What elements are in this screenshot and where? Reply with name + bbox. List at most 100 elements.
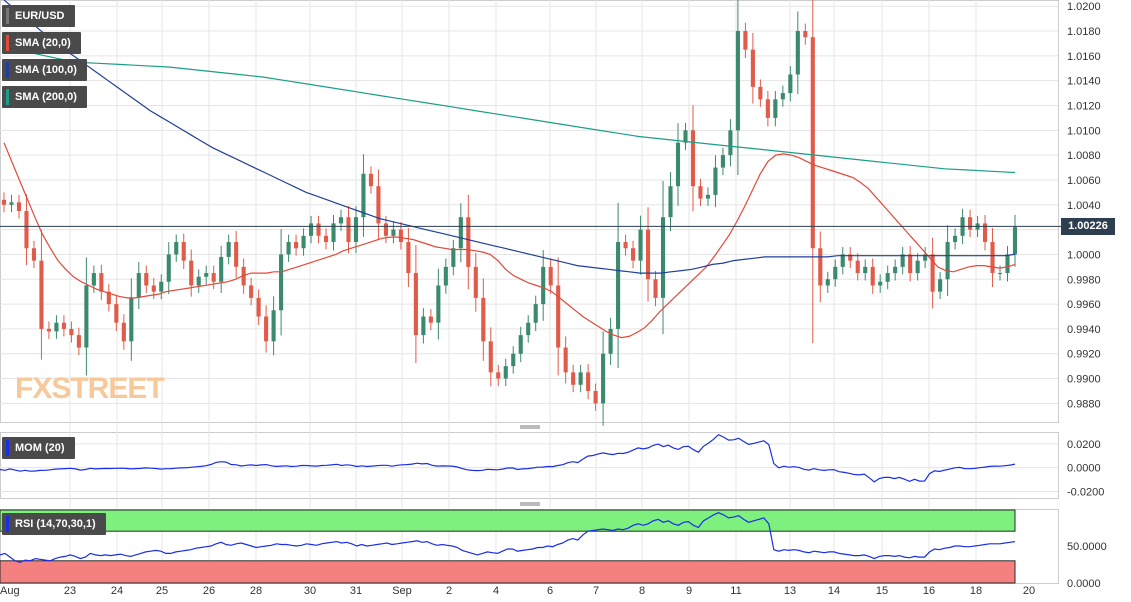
candle-body (256, 297, 261, 317)
x-tick-label: 31 (350, 585, 362, 597)
candle-body (144, 273, 149, 286)
y-tick-label: 1.0060 (1067, 175, 1101, 187)
candle-body (541, 266, 546, 305)
candle-body (383, 223, 388, 236)
candle-body (368, 173, 374, 187)
y-tick-label: 0.9880 (1067, 398, 1101, 410)
candle-body (503, 366, 508, 379)
candle-body (518, 335, 523, 354)
candle-body (406, 242, 411, 274)
x-tick-label: 6 (547, 585, 553, 597)
y-tick-label: 1.0100 (1067, 125, 1101, 137)
rsi-y-tick-label: 0.0000 (1067, 578, 1101, 590)
candle-body (616, 242, 621, 329)
candle-body (578, 372, 583, 385)
candle-body (526, 322, 531, 336)
candle-body (136, 273, 141, 298)
candle-body (548, 266, 553, 286)
candle-body (982, 223, 988, 243)
candle-body (9, 202, 14, 205)
candle-body (458, 217, 463, 249)
candle-body (181, 242, 186, 261)
candle-body (915, 260, 920, 274)
x-tick-label: 24 (111, 585, 123, 597)
panel-resize-handle-0 (520, 425, 540, 429)
candle-body (466, 217, 471, 267)
candle-body (878, 281, 883, 286)
y-tick-label: 0.9960 (1067, 299, 1101, 311)
x-tick-label: 4 (493, 585, 499, 597)
mom-y-tick-label: -0.0200 (1067, 486, 1104, 498)
candle-body (451, 248, 456, 267)
sma100-label: SMA (100,0) (15, 64, 77, 76)
candle-body (84, 285, 89, 348)
candle-body (31, 248, 37, 261)
candle-body (938, 279, 943, 292)
candle-body (623, 242, 628, 249)
candle-body (780, 93, 785, 100)
candle-body (810, 37, 815, 249)
x-tick-label: 30 (304, 585, 316, 597)
candle-body (893, 266, 898, 274)
candle-body (683, 130, 688, 143)
candle-body (773, 99, 778, 118)
candle-body (533, 304, 538, 323)
x-tick-label: 2 (446, 585, 452, 597)
grid-lines (0, 0, 1059, 584)
candle-body (923, 254, 928, 261)
candle-body (481, 297, 486, 342)
candle-body (833, 266, 838, 280)
x-tick-label: 23 (64, 585, 76, 597)
x-tick-label: 25 (156, 585, 168, 597)
candle-body (331, 223, 336, 243)
candle-body (705, 194, 711, 199)
candle-body (219, 256, 224, 282)
y-tick-label: 0.9900 (1067, 374, 1101, 386)
candle-body (279, 254, 284, 311)
candle-body (818, 248, 823, 286)
symbol-swatch (6, 8, 9, 24)
candle-body (346, 217, 351, 243)
candle-body (758, 86, 763, 100)
candle-body (750, 49, 755, 87)
candle-body (428, 316, 433, 323)
candle-body (249, 285, 254, 298)
candle-body (556, 285, 561, 348)
y-tick-label: 0.9980 (1067, 274, 1101, 286)
candle-body (586, 372, 591, 391)
candle-body (990, 242, 995, 274)
candle-body (361, 173, 366, 218)
candle-body (301, 235, 306, 249)
y-tick-label: 1.0000 (1067, 249, 1101, 261)
candle-body (660, 217, 666, 298)
candle-body (151, 285, 156, 292)
panel-resize-handle-1 (520, 502, 540, 506)
candle-body (720, 155, 725, 168)
mom-line (0, 433, 1016, 483)
candle-body (690, 130, 696, 187)
symbol-tag: EUR/USD (2, 5, 75, 27)
sma200-tag: SMA (200,0) (2, 86, 87, 108)
candle-body (631, 248, 636, 261)
candle-body (99, 273, 104, 292)
y-tick-label: 1.0140 (1067, 76, 1101, 88)
candle-body (728, 130, 733, 156)
candle-body (735, 31, 740, 131)
sma200-swatch (6, 89, 9, 105)
candle-body (968, 217, 973, 230)
sma-line-2 (3, 45, 1016, 174)
candle-body (885, 273, 890, 282)
candle-body (863, 266, 868, 274)
candle-body (166, 254, 171, 282)
candle-body (571, 372, 576, 385)
candle-body (24, 211, 29, 249)
watermark-logo: FXSTREET (15, 372, 165, 406)
candle-body (61, 322, 66, 329)
candle-body (114, 304, 119, 323)
candle-body (413, 273, 418, 336)
x-tick-label: 8 (639, 585, 645, 597)
candle-body (241, 266, 246, 286)
candle-body (421, 316, 426, 336)
y-tick-label: 1.0200 (1067, 1, 1101, 13)
